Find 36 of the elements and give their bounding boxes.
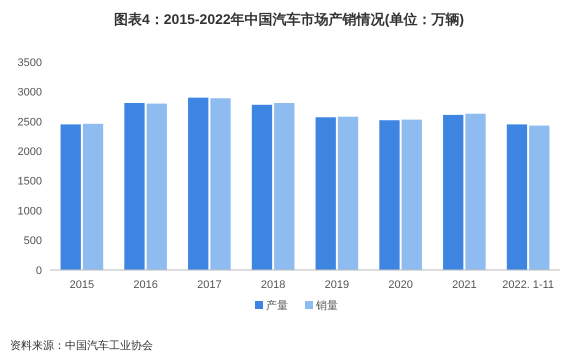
x-tick-label: 2019 [324, 279, 350, 291]
y-tick-label: 0 [36, 264, 42, 277]
x-tick-label: 2015 [70, 279, 94, 291]
legend-label: 销量 [315, 300, 338, 312]
bar [146, 104, 167, 270]
y-tick-label: 3500 [18, 56, 42, 69]
text: 资料来源：中国汽车工业协会 [10, 339, 153, 352]
bar [506, 124, 528, 270]
legend-label: 产量 [266, 298, 288, 312]
bar [210, 98, 231, 270]
x-tick-label: 2020 [388, 279, 413, 291]
bar [443, 114, 464, 270]
y-tick-label: 2000 [18, 146, 42, 158]
bar [274, 103, 294, 270]
x-tick-label: 2016 [133, 279, 158, 291]
bar [188, 98, 208, 270]
bar [60, 124, 81, 270]
bar [316, 117, 336, 270]
chart-title: 图表4：2015-2022年中国汽车市场产销情况(单位：万辆) [114, 11, 464, 27]
bar [124, 103, 145, 270]
bar [82, 124, 104, 270]
x-tick-label: 2022. 1-11 [502, 279, 554, 291]
x-tick-label: 2018 [260, 279, 286, 291]
bar [465, 114, 486, 270]
y-tick-label: 500 [24, 235, 42, 248]
bar [529, 126, 550, 270]
x-tick-label: 2021 [452, 279, 477, 291]
bar [402, 120, 422, 270]
bar [252, 104, 272, 270]
x-tick-label: 2017 [197, 279, 222, 291]
y-tick-label: 1500 [18, 176, 42, 188]
y-tick-label: 2500 [18, 116, 42, 128]
y-tick-label: 1000 [18, 205, 42, 218]
y-tick-label: 3000 [18, 86, 42, 99]
bar [338, 116, 358, 270]
bar [379, 120, 400, 270]
